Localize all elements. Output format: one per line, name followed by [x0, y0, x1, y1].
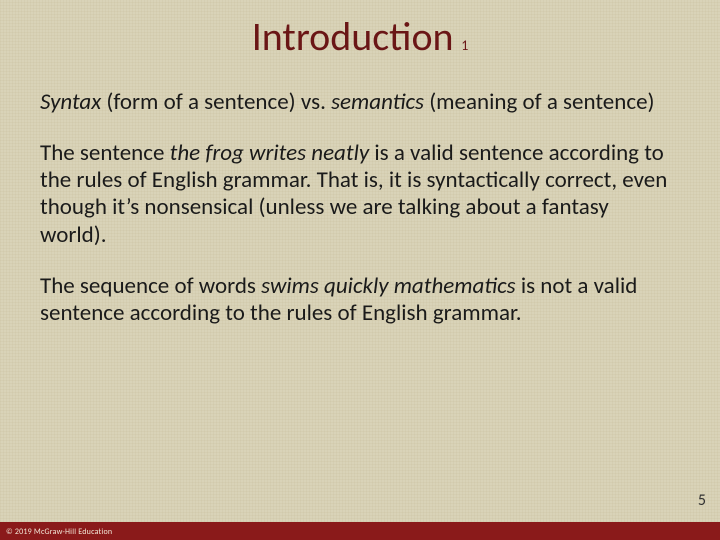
paragraph-1: Syntax (form of a sentence) vs. semantic…: [40, 89, 680, 116]
slide-title: Introduction: [252, 12, 454, 61]
term-syntax: Syntax: [40, 88, 101, 116]
copyright-text: © 2019 McGraw-Hill Education: [6, 527, 112, 537]
text-run: (form of a sentence) vs.: [101, 88, 331, 116]
text-run: (meaning of a sentence): [424, 88, 654, 116]
example-phrase: swims quickly mathematics: [261, 272, 515, 300]
body-text: Syntax (form of a sentence) vs. semantic…: [0, 89, 720, 327]
example-phrase: the frog writes neatly: [170, 139, 370, 167]
term-semantics: semantics: [331, 88, 424, 116]
title-block: Introduction 1: [0, 0, 720, 89]
paragraph-3: The sequence of words swims quickly math…: [40, 273, 680, 327]
slide: Introduction 1 Syntax (form of a sentenc…: [0, 0, 720, 540]
page-number: 5: [698, 491, 706, 510]
text-run: The sequence of words: [40, 272, 261, 300]
slide-title-subscript: 1: [461, 37, 468, 54]
text-run: The sentence: [40, 139, 170, 167]
paragraph-2: The sentence the frog writes neatly is a…: [40, 140, 680, 249]
